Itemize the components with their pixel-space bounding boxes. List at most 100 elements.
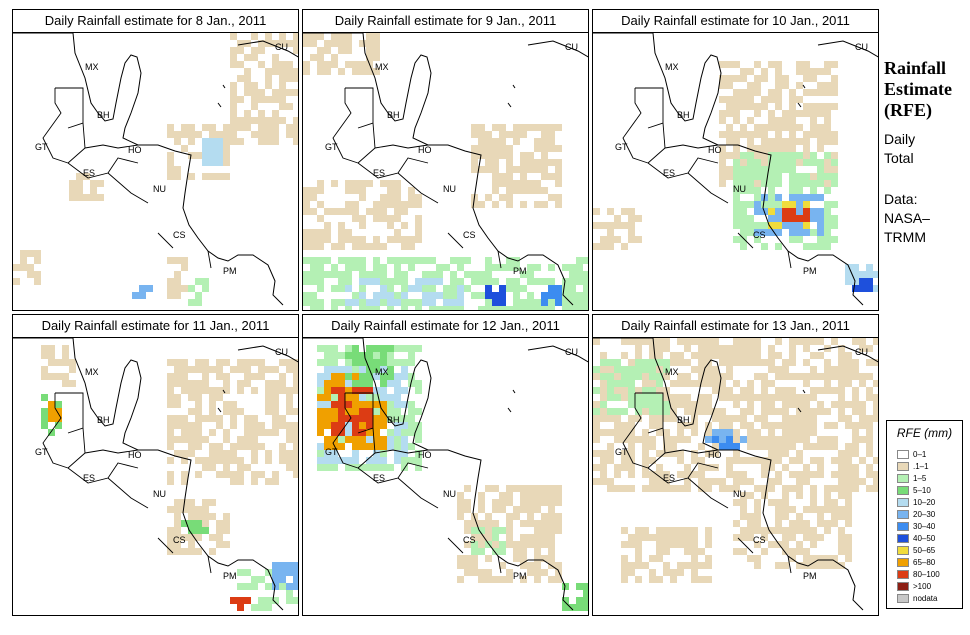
- legend-label: 50–65: [913, 546, 936, 555]
- rain-cell: [747, 555, 754, 562]
- rain-cell: [719, 436, 726, 443]
- rain-cell: [726, 387, 733, 394]
- rain-cell: [810, 338, 817, 345]
- rain-cell: [265, 82, 272, 89]
- country-label-cs: CS: [753, 230, 766, 240]
- rain-cell: [499, 124, 506, 131]
- rain-cell: [670, 394, 677, 401]
- rain-cell: [244, 82, 251, 89]
- rain-cell: [244, 359, 251, 366]
- rain-cell: [747, 436, 754, 443]
- rain-cell: [859, 408, 866, 415]
- rain-cell: [520, 576, 527, 583]
- rain-cell: [230, 47, 237, 54]
- rain-cell: [464, 271, 471, 278]
- rain-cell: [492, 152, 499, 159]
- rain-cell: [838, 541, 845, 548]
- rain-cell: [464, 520, 471, 527]
- rain-cell: [548, 492, 555, 499]
- rain-cell: [317, 387, 324, 394]
- rain-cell: [331, 457, 338, 464]
- rain-cell: [258, 138, 265, 145]
- rain-cell: [775, 373, 782, 380]
- rain-cell: [272, 110, 279, 117]
- rain-cell: [534, 534, 541, 541]
- rain-cell: [754, 415, 761, 422]
- rain-cell: [373, 436, 380, 443]
- rain-cell: [331, 40, 338, 47]
- rain-cell: [684, 534, 691, 541]
- rain-cell: [691, 457, 698, 464]
- rain-cell: [747, 352, 754, 359]
- rain-cell: [464, 541, 471, 548]
- rain-cell: [845, 278, 852, 285]
- rain-cell: [705, 394, 712, 401]
- rain-cell: [366, 359, 373, 366]
- rain-cell: [831, 159, 838, 166]
- rain-cell: [831, 75, 838, 82]
- rain-cell: [607, 429, 614, 436]
- rain-cell: [506, 492, 513, 499]
- rain-cell: [775, 138, 782, 145]
- rain-cell: [338, 408, 345, 415]
- rain-cell: [293, 75, 298, 82]
- rain-cell: [810, 180, 817, 187]
- rain-cell: [216, 520, 223, 527]
- rain-cell: [237, 464, 244, 471]
- rain-cell: [852, 443, 859, 450]
- rain-cell: [62, 359, 69, 366]
- rain-cell: [548, 527, 555, 534]
- rain-cell: [621, 352, 628, 359]
- rain-cell: [803, 61, 810, 68]
- rain-cell: [387, 278, 394, 285]
- rain-cell: [90, 180, 97, 187]
- rain-cell: [845, 422, 852, 429]
- rain-cell: [506, 180, 513, 187]
- rain-cell: [677, 457, 684, 464]
- country-border: [397, 172, 439, 204]
- rain-cell: [649, 408, 656, 415]
- rain-cell: [775, 506, 782, 513]
- rain-cell: [621, 338, 628, 345]
- rain-cell: [852, 366, 859, 373]
- rain-cell: [621, 576, 628, 583]
- legend-swatch: [897, 546, 909, 555]
- rain-cell: [373, 215, 380, 222]
- rain-cell: [635, 555, 642, 562]
- rain-cell: [691, 352, 698, 359]
- rain-cell: [583, 257, 588, 264]
- rain-cell: [223, 527, 230, 534]
- rain-cell: [534, 299, 541, 306]
- rain-cell: [499, 562, 506, 569]
- rain-cell: [223, 513, 230, 520]
- rain-cell: [534, 527, 541, 534]
- country-label-gt: GT: [325, 142, 338, 152]
- rain-cell: [408, 352, 415, 359]
- rain-cell: [279, 373, 286, 380]
- rain-cell: [195, 152, 202, 159]
- rain-cell: [726, 366, 733, 373]
- rain-cell: [202, 159, 209, 166]
- rain-cell: [583, 604, 588, 611]
- rain-cell: [600, 359, 607, 366]
- rain-cell: [265, 68, 272, 75]
- rain-cell: [265, 401, 272, 408]
- rain-cell: [845, 352, 852, 359]
- rain-cell: [831, 422, 838, 429]
- rain-cell: [768, 527, 775, 534]
- rain-cell: [740, 208, 747, 215]
- rain-cell: [775, 366, 782, 373]
- rain-cell: [209, 394, 216, 401]
- rainfall-map: MX CU BH GT HO ES NU CS PM: [592, 32, 879, 311]
- rain-cell: [789, 131, 796, 138]
- rain-cell: [614, 471, 621, 478]
- rain-cell: [167, 278, 174, 285]
- rain-cell: [873, 457, 878, 464]
- rain-cell: [740, 229, 747, 236]
- rain-cell: [656, 380, 663, 387]
- rain-cell: [803, 345, 810, 352]
- rain-cell: [768, 229, 775, 236]
- rain-cell: [726, 138, 733, 145]
- rain-cell: [41, 422, 48, 429]
- rain-cell: [733, 478, 740, 485]
